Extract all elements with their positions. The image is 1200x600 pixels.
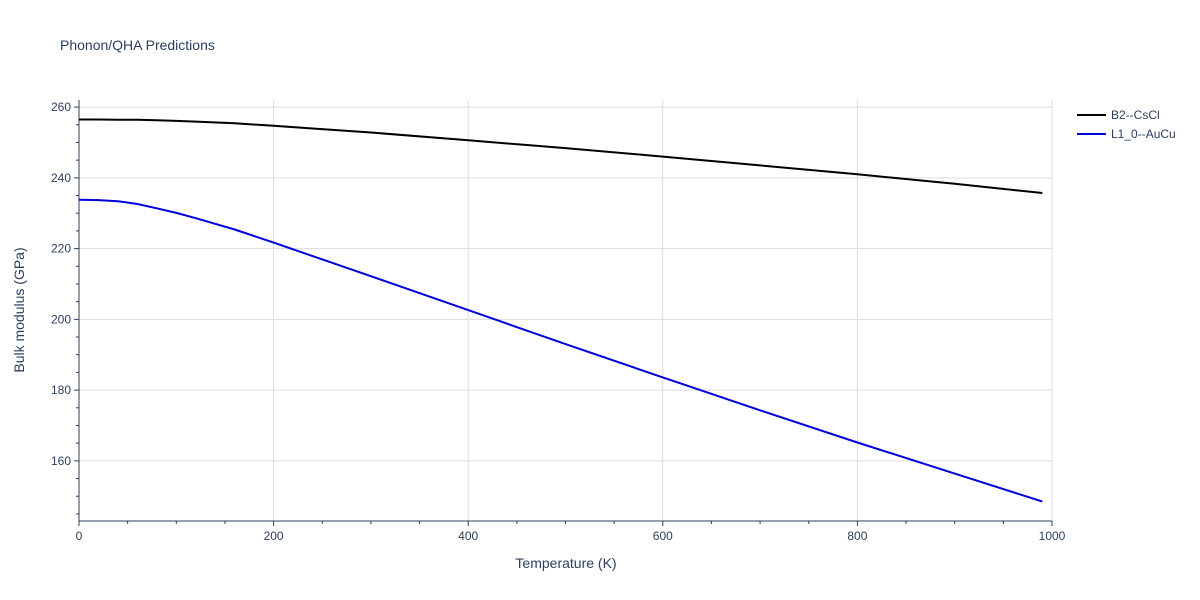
series-line-1 bbox=[78, 198, 1043, 503]
y-tick-label: 260 bbox=[51, 100, 71, 114]
x-tick-label: 0 bbox=[76, 529, 83, 543]
y-tick-labels: 160 180 200 220 240 260 bbox=[51, 100, 79, 468]
minor-ticks bbox=[76, 124, 1004, 524]
plot-series bbox=[78, 118, 1043, 503]
y-tick-label: 180 bbox=[51, 383, 71, 397]
y-tick-label: 240 bbox=[51, 171, 71, 185]
grid bbox=[79, 100, 1053, 521]
y-tick-label: 200 bbox=[51, 312, 71, 326]
x-tick-label: 400 bbox=[458, 529, 478, 543]
series-line-0 bbox=[79, 118, 1043, 194]
x-tick-label: 1000 bbox=[1039, 529, 1066, 543]
x-tick-label: 200 bbox=[264, 529, 284, 543]
legend-label: B2--CsCl bbox=[1111, 108, 1160, 122]
y-tick-label: 160 bbox=[51, 454, 71, 468]
x-tick-labels: 0 200 400 600 800 1000 bbox=[76, 521, 1066, 543]
chart-title: Phonon/QHA Predictions bbox=[60, 37, 215, 53]
y-tick-label: 220 bbox=[51, 242, 71, 256]
x-tick-label: 800 bbox=[847, 529, 867, 543]
legend-label: L1_0--AuCu bbox=[1111, 127, 1176, 141]
legend: B2--CsCl L1_0--AuCu bbox=[1077, 108, 1176, 141]
x-tick-label: 600 bbox=[653, 529, 673, 543]
y-axis-title: Bulk modulus (GPa) bbox=[11, 247, 27, 372]
x-axis-title: Temperature (K) bbox=[515, 555, 616, 571]
